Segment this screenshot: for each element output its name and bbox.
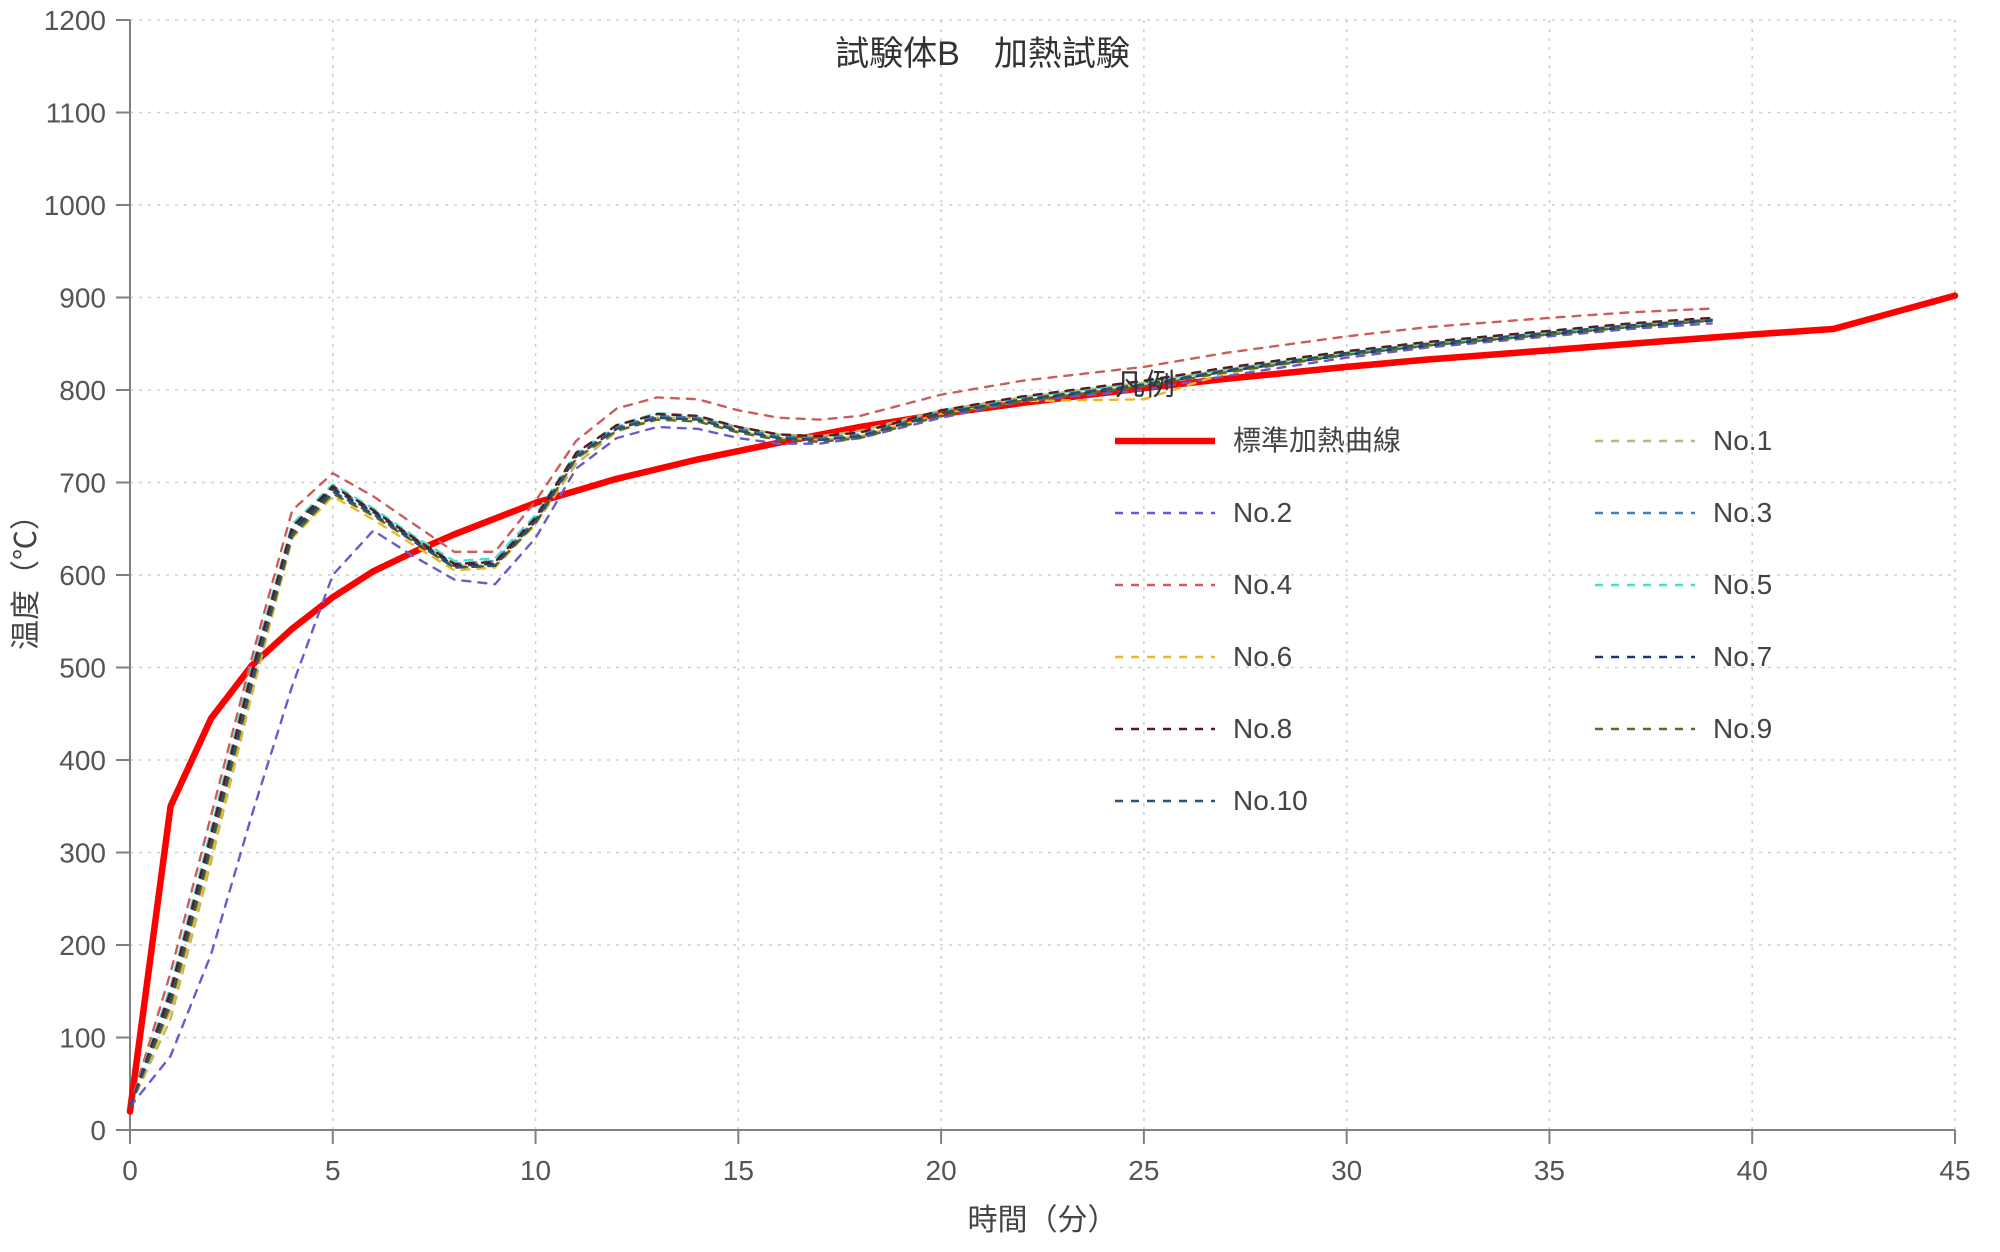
y-tick-label: 300: [59, 838, 106, 869]
legend-label-no2: No.2: [1233, 497, 1292, 528]
legend-label-no10: No.10: [1233, 785, 1308, 816]
x-tick-label: 20: [926, 1155, 957, 1186]
legend-label-no3: No.3: [1713, 497, 1772, 528]
chart-svg: 0 5 10 15 20 25 30 35 40 45 0 100 200 300 400 500 600 700…: [0, 0, 2000, 1252]
legend-label-no1: No.1: [1713, 425, 1772, 456]
y-tick-label: 100: [59, 1023, 106, 1054]
y-tick-label: 800: [59, 375, 106, 406]
legend-label-std: 標準加熱曲線: [1233, 425, 1401, 456]
chart-title: 試験体B 加熱試験: [835, 35, 1130, 73]
legend-label-no4: No.4: [1233, 569, 1292, 600]
y-tick-label: 600: [59, 560, 106, 591]
y-tick-label: 700: [59, 468, 106, 499]
x-tick-label: 15: [723, 1155, 754, 1186]
x-tick-label: 35: [1534, 1155, 1565, 1186]
legend-label-no5: No.5: [1713, 569, 1772, 600]
y-tick-label: 900: [59, 283, 106, 314]
y-tick-label: 1200: [44, 5, 106, 36]
x-tick-label: 40: [1737, 1155, 1768, 1186]
legend-title: 凡例: [1115, 369, 1175, 402]
legend-label-no9: No.9: [1713, 713, 1772, 744]
y-tick-label: 500: [59, 653, 106, 684]
x-tick-label: 45: [1939, 1155, 1970, 1186]
y-tick-label: 400: [59, 745, 106, 776]
x-tick-label: 5: [325, 1155, 341, 1186]
x-tick-label: 10: [520, 1155, 551, 1186]
x-axis-label: 時間（分）: [968, 1204, 1118, 1237]
chart-container: 0 5 10 15 20 25 30 35 40 45 0 100 200 300 400 500 600 700…: [0, 0, 2000, 1252]
y-tick-label: 1100: [46, 98, 106, 129]
x-tick-label: 0: [122, 1155, 138, 1186]
x-tick-label: 30: [1331, 1155, 1362, 1186]
x-tick-label: 25: [1128, 1155, 1159, 1186]
legend-label-no8: No.8: [1233, 713, 1292, 744]
y-axis-label: 温度（℃）: [10, 500, 43, 650]
legend-label-no7: No.7: [1713, 641, 1772, 672]
y-tick-label: 0: [90, 1115, 106, 1146]
legend-label-no6: No.6: [1233, 641, 1292, 672]
y-tick-label: 1000: [44, 190, 106, 221]
y-tick-label: 200: [59, 930, 106, 961]
